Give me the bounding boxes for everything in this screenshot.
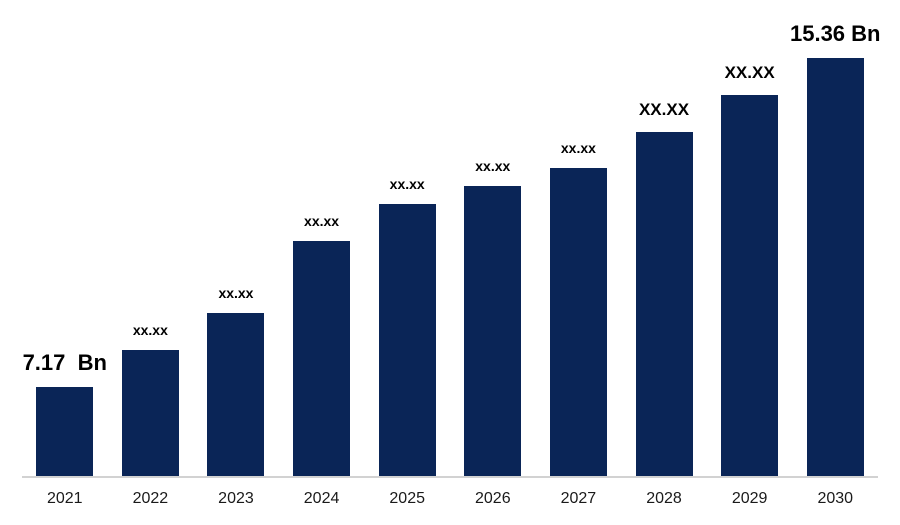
tick-2029: 2029 [731, 490, 768, 507]
tick-2022: 2022 [132, 490, 169, 507]
bar-column-2029: XX.XX [707, 0, 793, 476]
bar-value-label-2022: xx.xx [132, 321, 168, 338]
bar-column-2028: XX.XX [621, 0, 707, 476]
bar-column-2021: 7.17 Bn [22, 0, 108, 476]
bar-value-label-2024: xx.xx [304, 212, 340, 229]
bar-2025 [378, 204, 436, 476]
bar-column-2030: 15.36 Bn [789, 0, 881, 476]
tick-2023: 2023 [218, 490, 254, 507]
bar-value-label-2023: xx.xx [218, 284, 254, 301]
bar-value-label-2027: xx.xx [560, 139, 596, 156]
bar-2028 [635, 132, 693, 476]
bar-2029 [721, 95, 779, 476]
bar-column-2024: xx.xx [279, 0, 365, 476]
bar-2030 [806, 58, 864, 476]
tick-2025: 2025 [389, 490, 425, 507]
bar-value-label-2028: XX.XX [638, 100, 690, 120]
bar-value-label-2026: xx.xx [475, 157, 511, 174]
bar-2022 [121, 350, 179, 476]
bar-value-label-2025: xx.xx [389, 175, 425, 192]
bar-column-2023: xx.xx [193, 0, 279, 476]
bar-2021 [36, 387, 94, 476]
bar-value-label-2021: 7.17 Bn [22, 349, 107, 375]
bar-column-2026: xx.xx [450, 0, 536, 476]
x-axis-tick-labels: 2021 2022 2023 2024 2025 2026 2027 2028 … [22, 490, 878, 508]
bar-2027 [549, 168, 607, 476]
tick-2021: 2021 [46, 490, 83, 507]
tick-2027: 2027 [560, 490, 597, 507]
bar-column-2027: xx.xx [536, 0, 622, 476]
tick-2024: 2024 [303, 490, 340, 507]
x-axis-line [22, 476, 878, 478]
bar-2026 [464, 186, 522, 476]
bar-value-label-2030: 15.36 Bn [789, 20, 881, 46]
bar-value-label-2029: XX.XX [724, 63, 775, 83]
tick-2030: 2030 [817, 490, 854, 507]
bar-2024 [293, 241, 351, 476]
bar-2023 [207, 313, 265, 476]
tick-2026: 2026 [475, 490, 511, 507]
bar-column-2025: xx.xx [364, 0, 450, 476]
tick-2028: 2028 [646, 490, 682, 507]
bar-column-2022: xx.xx [108, 0, 194, 476]
plot-area: 7.17 Bn xx.xx xx.xx xx.xx xx.xx xx.xx xx… [22, 0, 881, 476]
